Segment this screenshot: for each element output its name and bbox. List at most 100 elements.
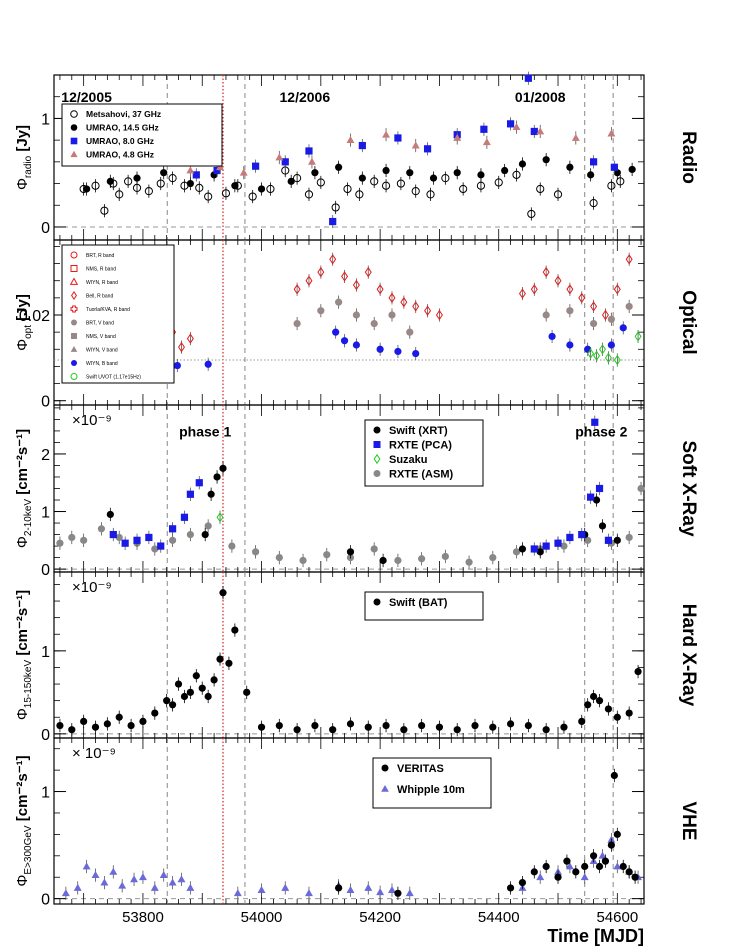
data-point	[489, 723, 497, 731]
data-point	[376, 284, 384, 295]
legend-label: RXTE (PCA)	[389, 439, 452, 451]
data-point	[115, 190, 124, 199]
data-point	[168, 701, 177, 709]
legend-marker	[70, 137, 78, 145]
data-point	[607, 181, 616, 190]
data-point	[257, 885, 266, 893]
y-tick-label: 1	[41, 644, 50, 661]
data-point	[506, 884, 515, 892]
data-point	[103, 720, 111, 728]
data-point	[174, 680, 183, 688]
data-point	[370, 545, 378, 553]
legend-marker	[70, 290, 78, 301]
x-tick-label: 54000	[241, 909, 283, 926]
series-whipple-10m	[61, 833, 643, 900]
data-point	[343, 184, 352, 194]
data-point	[453, 169, 461, 177]
data-point	[266, 184, 275, 194]
data-point	[311, 721, 319, 730]
y-axis-label: Φ15-150keV [cm⁻²s⁻¹]	[14, 590, 34, 720]
data-point	[553, 190, 563, 199]
data-point	[216, 655, 224, 663]
data-point	[607, 841, 615, 849]
data-point	[127, 721, 135, 730]
data-point	[168, 878, 177, 886]
data-point	[340, 337, 349, 345]
data-point	[607, 315, 615, 323]
data-point	[524, 74, 532, 82]
data-point	[400, 296, 408, 308]
data-point	[394, 347, 402, 356]
series-metsahovi-37-ghz	[79, 163, 625, 221]
y-exponent-label: × 10⁻⁹	[72, 745, 116, 762]
data-point	[589, 158, 598, 166]
data-point	[587, 171, 595, 179]
data-point	[192, 672, 200, 680]
data-point	[542, 542, 550, 550]
x-tick-label: 53800	[122, 909, 164, 926]
data-point	[411, 187, 420, 196]
series-rxte-pca-	[109, 415, 613, 556]
legend-label: Swift (BAT)	[389, 597, 448, 609]
data-point	[601, 857, 610, 865]
y-tick-label: 0	[41, 394, 50, 411]
data-point	[329, 254, 337, 265]
data-point	[216, 512, 224, 523]
panel-frame	[53, 571, 645, 739]
data-point	[228, 542, 236, 550]
legend-label: BRT, V band	[86, 320, 114, 326]
data-point	[554, 539, 562, 547]
data-point	[160, 169, 168, 177]
data-point	[476, 181, 486, 190]
data-point	[595, 484, 604, 493]
legend-hardx: Swift (BAT)	[364, 591, 484, 621]
y-tick-label: 1	[41, 111, 50, 128]
data-point	[619, 324, 627, 332]
data-point	[352, 341, 361, 349]
data-point	[595, 697, 604, 705]
data-point	[80, 717, 88, 726]
legend-label: NMS, R band	[86, 266, 116, 272]
data-point	[394, 889, 402, 897]
data-point	[530, 868, 538, 876]
data-point	[435, 309, 443, 321]
legend-label: UMRAO, 14.5 GHz	[86, 123, 159, 133]
data-point	[317, 266, 325, 278]
data-point	[381, 181, 391, 190]
data-point	[186, 688, 194, 696]
panel-hardx: 0 1 Φ15-150keV [cm⁻²s⁻¹] ×10⁻⁹ Hard X-Ray Swi…	[14, 571, 699, 744]
data-point	[204, 360, 212, 368]
data-point	[106, 177, 114, 185]
data-point	[411, 141, 420, 149]
data-point	[346, 885, 355, 893]
data-point	[305, 147, 313, 155]
legend-marker	[373, 426, 381, 434]
legend-marker	[70, 305, 78, 313]
data-point	[243, 688, 251, 696]
data-point	[307, 157, 316, 165]
data-point	[518, 545, 527, 553]
data-point	[219, 464, 227, 472]
data-point	[536, 548, 544, 556]
y-axis-label: Φopt [Jy]	[14, 294, 34, 351]
data-point	[195, 183, 204, 192]
date-label-1: 12/2006	[280, 89, 331, 105]
legend-box	[364, 591, 484, 621]
y-tick-label: 0.02	[19, 308, 50, 325]
data-point	[406, 169, 414, 177]
legend-label: WIYN, R band	[86, 280, 118, 286]
data-point	[139, 717, 147, 726]
data-point	[157, 542, 165, 550]
legend-marker	[70, 265, 78, 272]
data-point	[225, 659, 233, 667]
data-point	[352, 311, 361, 319]
data-point	[388, 292, 396, 304]
data-point	[275, 721, 283, 730]
data-point	[379, 556, 387, 565]
data-point	[83, 185, 91, 193]
data-point	[584, 536, 592, 544]
y-tick-label: 0	[41, 220, 50, 237]
data-point	[252, 548, 260, 556]
data-point	[144, 187, 153, 196]
data-point	[346, 720, 355, 728]
